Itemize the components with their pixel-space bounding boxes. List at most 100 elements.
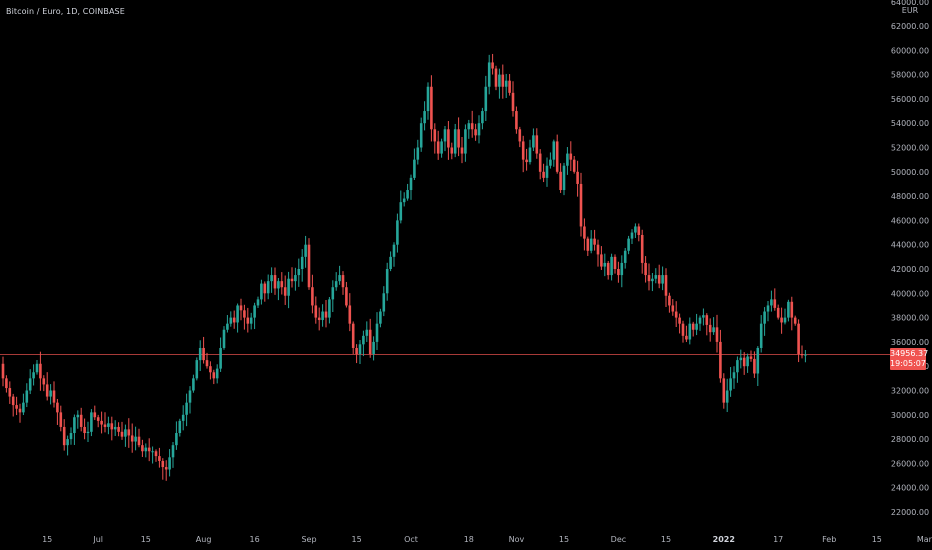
candle-body[interactable] bbox=[226, 323, 229, 330]
candle-body[interactable] bbox=[722, 378, 726, 403]
candle-body[interactable] bbox=[195, 360, 199, 379]
candle-body[interactable] bbox=[181, 414, 185, 421]
candle-body[interactable] bbox=[773, 299, 777, 308]
candle-body[interactable] bbox=[375, 323, 379, 342]
candle-body[interactable] bbox=[232, 317, 236, 323]
candle-body[interactable] bbox=[419, 123, 423, 148]
candle-body[interactable] bbox=[277, 281, 280, 289]
candle-body[interactable] bbox=[460, 147, 464, 154]
candle-body[interactable] bbox=[321, 311, 324, 321]
candle-body[interactable] bbox=[297, 269, 301, 276]
candle-body[interactable] bbox=[586, 238, 590, 251]
candle-body[interactable] bbox=[406, 190, 409, 199]
candle-body[interactable] bbox=[457, 129, 460, 148]
candle-body[interactable] bbox=[178, 420, 182, 434]
candle-body[interactable] bbox=[117, 426, 120, 432]
candle-body[interactable] bbox=[28, 378, 32, 391]
candle-body[interactable] bbox=[90, 412, 93, 432]
candle-body[interactable] bbox=[681, 323, 685, 336]
candle-body[interactable] bbox=[776, 307, 780, 318]
candle-body[interactable] bbox=[147, 447, 151, 452]
candle-body[interactable] bbox=[742, 357, 746, 367]
candle-body[interactable] bbox=[634, 226, 637, 233]
candle-body[interactable] bbox=[729, 378, 732, 391]
candle-body[interactable] bbox=[702, 315, 705, 318]
candle-body[interactable] bbox=[545, 165, 549, 178]
candle-body[interactable] bbox=[382, 293, 386, 312]
candle-body[interactable] bbox=[470, 123, 474, 130]
candle-body[interactable] bbox=[107, 423, 110, 427]
candle-body[interactable] bbox=[56, 402, 59, 413]
candle-body[interactable] bbox=[766, 305, 770, 312]
candle-body[interactable] bbox=[657, 275, 661, 284]
candle-body[interactable] bbox=[5, 378, 8, 389]
candle-body[interactable] bbox=[402, 198, 406, 203]
candle-body[interactable] bbox=[525, 159, 528, 163]
candle-body[interactable] bbox=[365, 329, 369, 336]
candle-body[interactable] bbox=[144, 447, 148, 452]
candle-body[interactable] bbox=[528, 147, 532, 163]
candle-body[interactable] bbox=[491, 62, 494, 69]
candle-body[interactable] bbox=[688, 323, 692, 340]
candle-body[interactable] bbox=[579, 183, 583, 227]
candle-body[interactable] bbox=[685, 335, 688, 340]
candle-body[interactable] bbox=[712, 327, 715, 333]
candle-body[interactable] bbox=[79, 414, 83, 427]
candle-body[interactable] bbox=[396, 220, 399, 245]
candle-body[interactable] bbox=[678, 317, 681, 324]
candle-body[interactable] bbox=[246, 317, 250, 324]
candle-body[interactable] bbox=[331, 287, 335, 300]
candle-body[interactable] bbox=[243, 310, 246, 318]
candle-body[interactable] bbox=[202, 347, 205, 361]
candle-body[interactable] bbox=[630, 232, 634, 239]
candle-body[interactable] bbox=[749, 356, 753, 359]
candle-body[interactable] bbox=[348, 305, 352, 324]
candle-body[interactable] bbox=[263, 283, 267, 294]
candle-body[interactable] bbox=[651, 278, 654, 282]
candle-body[interactable] bbox=[409, 177, 413, 191]
candle-body[interactable] bbox=[572, 159, 576, 172]
candle-body[interactable] bbox=[804, 354, 807, 356]
candle-body[interactable] bbox=[39, 363, 42, 379]
candle-body[interactable] bbox=[49, 390, 52, 397]
candle-body[interactable] bbox=[695, 323, 698, 330]
candle-body[interactable] bbox=[498, 74, 501, 87]
candle-body[interactable] bbox=[576, 171, 579, 184]
candle-body[interactable] bbox=[606, 262, 610, 276]
candle-body[interactable] bbox=[69, 433, 73, 440]
candle-body[interactable] bbox=[494, 68, 498, 87]
candle-body[interactable] bbox=[209, 366, 212, 373]
candle-body[interactable] bbox=[324, 311, 328, 318]
candle-body[interactable] bbox=[783, 317, 787, 323]
candle-body[interactable] bbox=[416, 147, 420, 160]
candles[interactable] bbox=[1, 53, 807, 481]
candle-body[interactable] bbox=[362, 335, 365, 345]
candle-body[interactable] bbox=[212, 372, 216, 379]
candle-body[interactable] bbox=[198, 347, 202, 361]
candle-body[interactable] bbox=[168, 457, 171, 470]
candle-body[interactable] bbox=[18, 408, 22, 413]
candle-body[interactable] bbox=[555, 141, 559, 172]
candle-body[interactable] bbox=[175, 433, 178, 446]
candle-body[interactable] bbox=[583, 226, 586, 239]
candle-body[interactable] bbox=[11, 396, 15, 406]
candle-body[interactable] bbox=[8, 388, 12, 397]
candle-body[interactable] bbox=[780, 317, 783, 323]
candle-body[interactable] bbox=[260, 283, 263, 300]
candle-body[interactable] bbox=[504, 80, 508, 87]
candle-body[interactable] bbox=[691, 323, 695, 330]
candle-body[interactable] bbox=[379, 311, 382, 324]
candle-body[interactable] bbox=[389, 256, 392, 269]
candle-body[interactable] bbox=[15, 405, 18, 409]
candle-body[interactable] bbox=[647, 275, 651, 282]
candle-body[interactable] bbox=[443, 129, 447, 142]
candle-body[interactable] bbox=[399, 202, 403, 221]
candle-body[interactable] bbox=[222, 329, 226, 348]
candle-body[interactable] bbox=[436, 141, 440, 154]
candle-body[interactable] bbox=[532, 135, 535, 148]
candle-body[interactable] bbox=[467, 123, 471, 130]
candle-body[interactable] bbox=[249, 317, 253, 324]
